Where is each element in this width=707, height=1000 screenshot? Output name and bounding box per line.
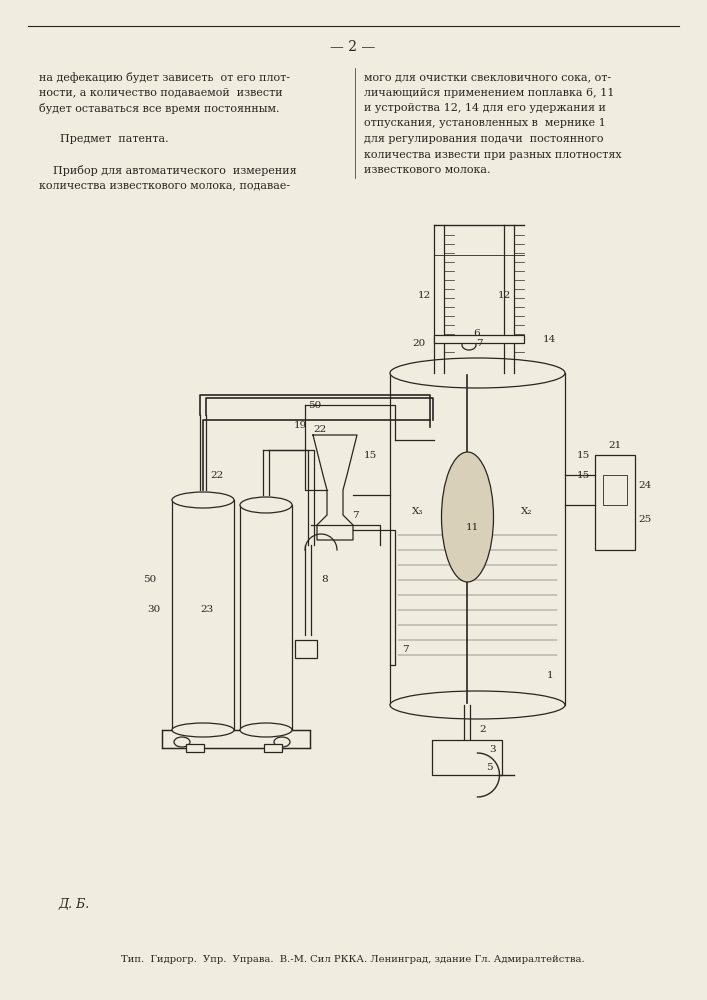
Text: 12: 12	[417, 290, 431, 300]
Text: 11: 11	[466, 522, 479, 532]
Text: количества извести при разных плотностях: количества извести при разных плотностях	[364, 149, 621, 159]
Text: 7: 7	[402, 646, 409, 654]
Text: 8: 8	[322, 576, 328, 584]
Text: X₂: X₂	[521, 508, 533, 516]
Ellipse shape	[390, 358, 565, 388]
Text: 15: 15	[576, 450, 590, 460]
Ellipse shape	[174, 737, 190, 747]
Bar	[186, 744, 204, 752]
Text: — 2 —: — 2 —	[330, 40, 375, 54]
Ellipse shape	[172, 723, 234, 737]
Text: Д. Б.: Д. Б.	[58, 898, 89, 912]
Text: личающийся применением поплавка 6, 11: личающийся применением поплавка 6, 11	[364, 88, 614, 98]
Text: мого для очистки свекловичного сока, от-: мого для очистки свекловичного сока, от-	[364, 72, 611, 82]
Text: 23: 23	[200, 605, 214, 614]
Text: 21: 21	[609, 440, 621, 450]
Ellipse shape	[274, 737, 290, 747]
Text: 50: 50	[308, 400, 322, 410]
Text: для регулирования подачи  постоянного: для регулирования подачи постоянного	[364, 134, 604, 144]
Text: 6: 6	[474, 328, 480, 338]
Bar	[595, 455, 635, 550]
Text: 24: 24	[638, 481, 652, 489]
Text: 5: 5	[486, 762, 493, 772]
Text: 1: 1	[547, 670, 554, 680]
Bar	[264, 744, 282, 752]
Text: на дефекацию будет зависеть  от его плот-: на дефекацию будет зависеть от его плот-	[39, 72, 290, 83]
Text: 12: 12	[498, 290, 510, 300]
Text: 50: 50	[144, 576, 157, 584]
Text: 15: 15	[363, 450, 377, 460]
Text: 30: 30	[147, 605, 160, 614]
Ellipse shape	[240, 497, 292, 513]
Text: Прибор для автоматического  измерения: Прибор для автоматического измерения	[39, 165, 297, 176]
Bar	[603, 475, 627, 505]
Bar	[162, 730, 310, 748]
Text: 15: 15	[576, 471, 590, 480]
Text: количества известкового молока, подавае-: количества известкового молока, подавае-	[39, 180, 290, 190]
Ellipse shape	[240, 723, 292, 737]
Text: X₃: X₃	[412, 508, 423, 516]
Text: 7: 7	[476, 338, 482, 348]
Text: 22: 22	[313, 426, 327, 434]
Text: 25: 25	[638, 516, 652, 524]
Text: 22: 22	[211, 471, 223, 480]
Ellipse shape	[172, 492, 234, 508]
Text: будет оставаться все время постоянным.: будет оставаться все время постоянным.	[39, 103, 279, 114]
Ellipse shape	[441, 452, 493, 582]
Text: Тип.  Гидрогр.  Упр.  Управа.  В.-М. Сил РККА. Ленинград, здание Гл. Адмиралтейс: Тип. Гидрогр. Упр. Управа. В.-М. Сил РКК…	[121, 956, 585, 964]
Text: ности, а количество подаваемой  извести: ности, а количество подаваемой извести	[39, 88, 283, 98]
Text: 19: 19	[293, 420, 307, 430]
Text: отпускания, установленных в  мернике 1: отпускания, установленных в мернике 1	[364, 118, 606, 128]
Text: 2: 2	[479, 726, 486, 734]
Bar	[434, 335, 524, 343]
Text: 14: 14	[542, 336, 556, 344]
Text: известкового молока.: известкового молока.	[364, 165, 491, 175]
Text: Предмет  патента.: Предмет патента.	[39, 134, 169, 144]
Bar	[433, 740, 503, 775]
Ellipse shape	[462, 340, 476, 350]
Text: и устройства 12, 14 для его удержания и: и устройства 12, 14 для его удержания и	[364, 103, 606, 113]
Text: 7: 7	[351, 510, 358, 520]
Text: 3: 3	[489, 746, 496, 754]
Ellipse shape	[390, 691, 565, 719]
Bar	[295, 640, 317, 658]
Text: 20: 20	[412, 338, 426, 348]
